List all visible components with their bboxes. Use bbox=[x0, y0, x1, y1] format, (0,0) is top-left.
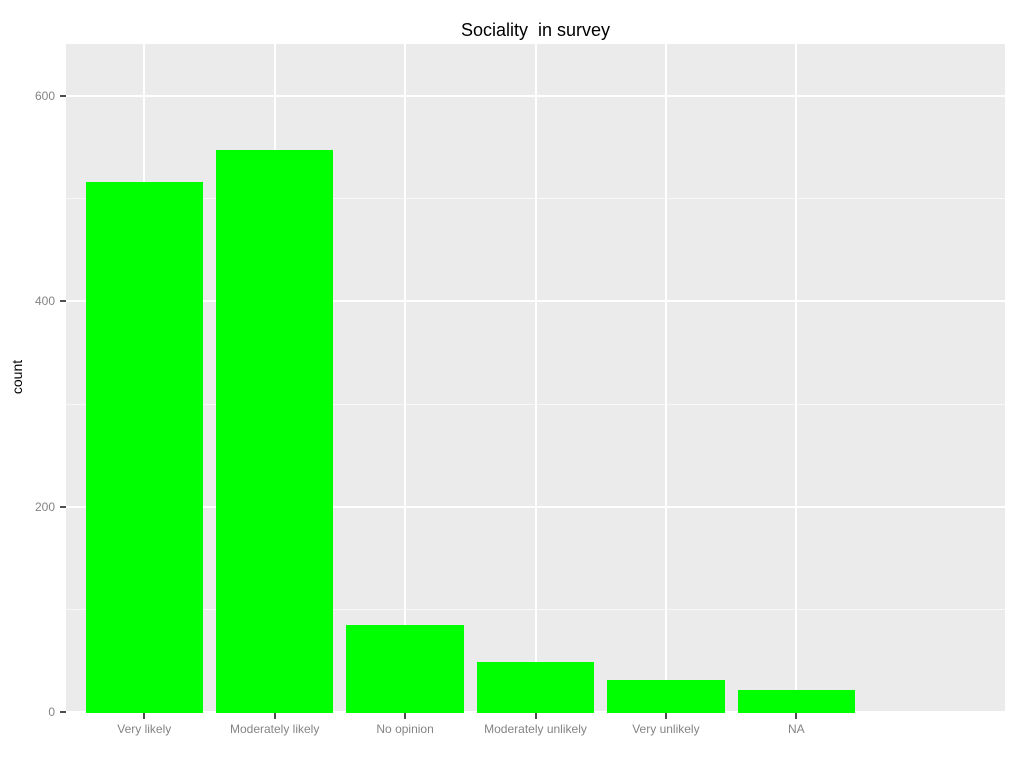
y-tick-label-200: 200 bbox=[34, 499, 55, 514]
x-tick-label-3: No opinion bbox=[376, 722, 434, 736]
major-gridline-x-4 bbox=[534, 44, 537, 713]
y-axis-title: count bbox=[9, 359, 25, 395]
x-tick-mark-4 bbox=[534, 713, 537, 719]
x-tick-mark-3 bbox=[404, 713, 407, 719]
y-tick-mark-0 bbox=[60, 711, 66, 713]
y-tick-label-0: 0 bbox=[48, 705, 55, 719]
x-tick-label-5: Very unlikely bbox=[632, 722, 700, 736]
y-tick-label-600: 600 bbox=[34, 89, 55, 103]
plot-panel bbox=[66, 44, 1005, 713]
x-tick-label-6: NA bbox=[787, 722, 805, 736]
major-gridline-x-3 bbox=[404, 44, 407, 713]
y-tick-mark-200 bbox=[60, 505, 66, 508]
y-tick-label-400: 400 bbox=[34, 294, 55, 309]
bar-very-likely bbox=[85, 182, 203, 713]
x-tick-label-4: Moderately unlikely bbox=[484, 722, 587, 736]
y-tick-mark-600 bbox=[60, 95, 66, 97]
bar-no-opinion bbox=[346, 624, 464, 713]
x-tick-label-1: Very likely bbox=[117, 722, 172, 736]
x-tick-mark-6 bbox=[795, 713, 798, 719]
x-tick-mark-1 bbox=[143, 713, 146, 719]
major-gridline-x-5 bbox=[664, 44, 667, 713]
bar-na bbox=[737, 690, 856, 713]
bar-moderately-unlikely bbox=[476, 661, 595, 713]
bar-moderately-likely bbox=[215, 150, 334, 713]
y-tick-mark-400 bbox=[60, 300, 66, 303]
x-tick-label-2: Moderately likely bbox=[229, 722, 320, 736]
x-tick-mark-2 bbox=[273, 713, 276, 719]
bar-very-unlikely bbox=[607, 680, 725, 713]
major-gridline-x-6 bbox=[795, 44, 798, 713]
chart-title: Sociality in survey bbox=[460, 20, 611, 40]
x-tick-mark-5 bbox=[664, 713, 667, 719]
